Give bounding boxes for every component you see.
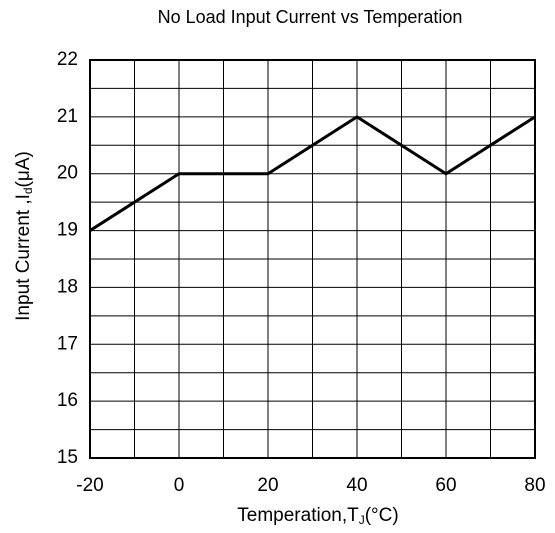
y-label-main: Input Current ,I [13,194,34,321]
x-tick-label: 80 [524,475,545,496]
y-axis-label: Input Current ,Id(μA) [13,151,35,321]
x-tick-label: -20 [76,475,103,496]
y-tick-label: 20 [57,163,78,184]
x-label-sub: J [359,513,365,527]
x-tick-label: 40 [346,475,367,496]
y-tick-label: 19 [57,220,78,241]
y-tick-label: 15 [57,447,78,468]
data-line [89,115,536,232]
y-tick-label: 18 [57,276,78,297]
y-tick-label: 16 [57,390,78,411]
plot-frame [89,59,536,459]
x-label-main: Temperation,T [237,505,359,526]
x-axis-label: Temperation,TJ(°C) [237,505,398,527]
x-tick-label: 60 [435,475,456,496]
x-tick-label: 20 [257,475,278,496]
y-label-unit: (μA) [13,151,34,187]
y-label-sub: d [21,187,35,194]
y-tick-label: 21 [57,106,78,127]
y-tick-label: 22 [57,49,78,70]
x-label-unit: (°C) [365,505,399,526]
y-tick-label: 17 [57,333,78,354]
x-tick-label: 0 [174,475,185,496]
chart-title: No Load Input Current vs Temperation [158,7,463,27]
